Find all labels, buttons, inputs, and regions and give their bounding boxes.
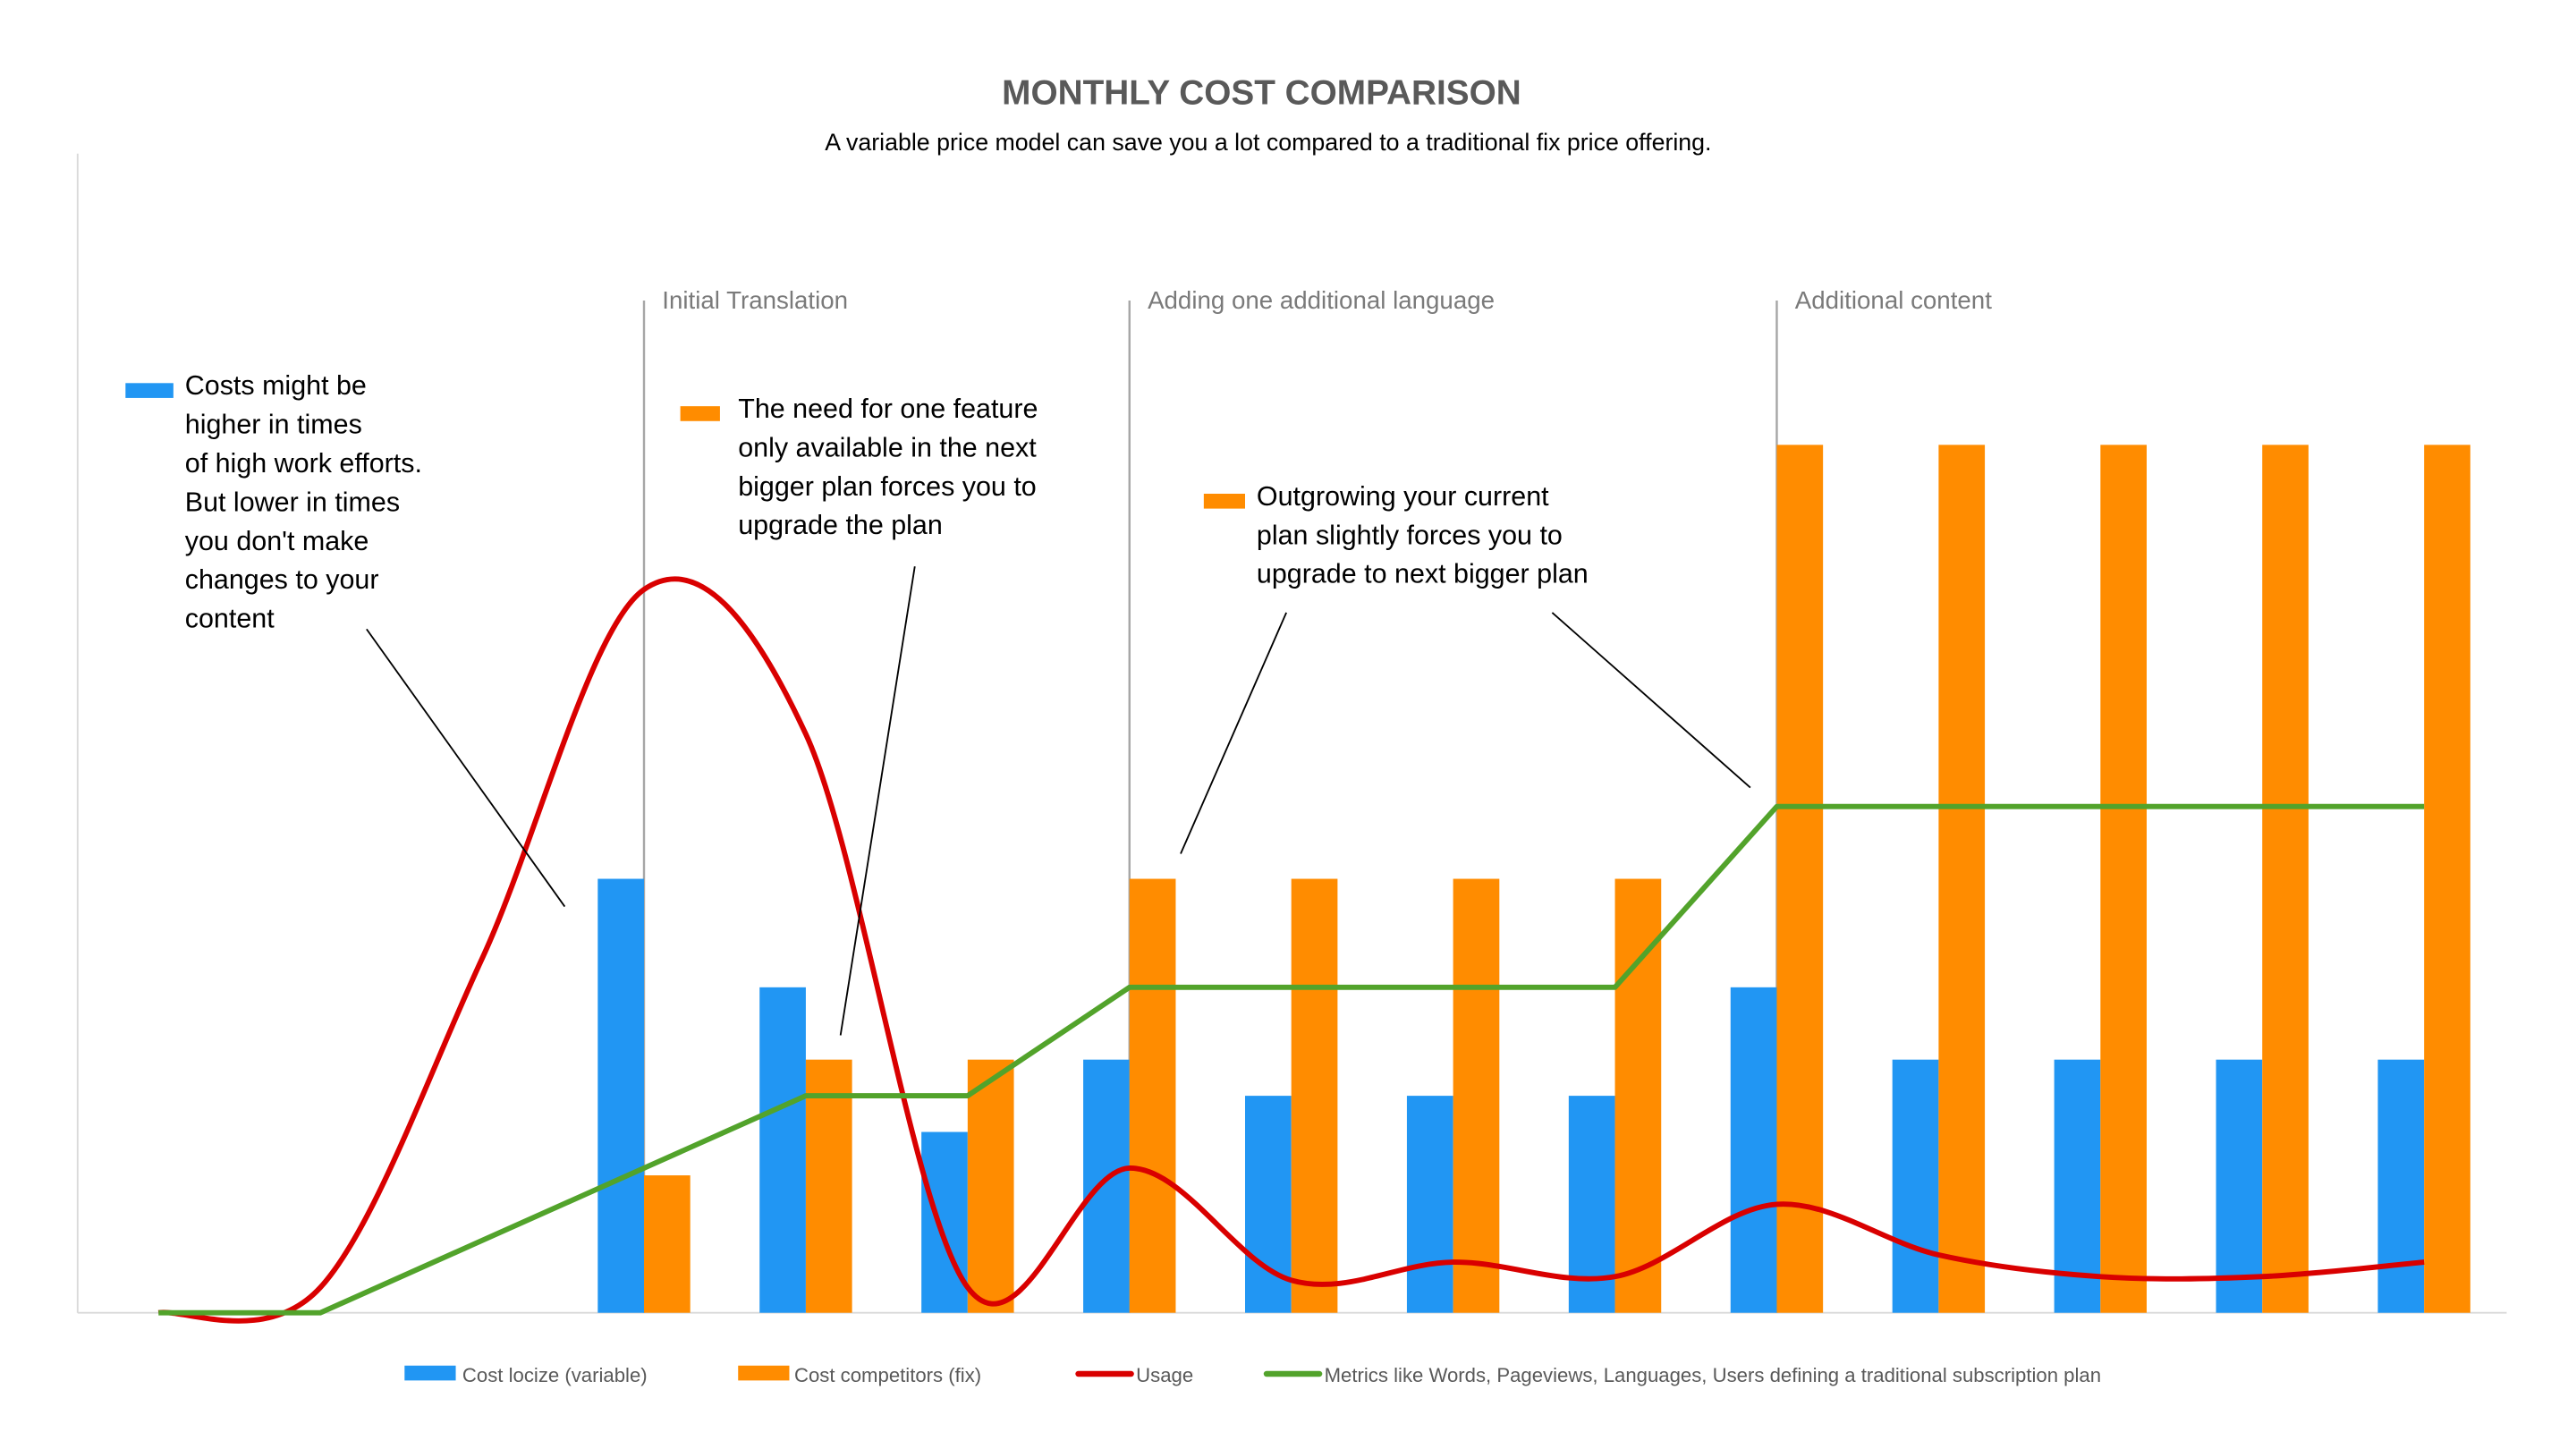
bar-competitors-9: [1453, 878, 1500, 1313]
metrics-line: [158, 803, 2425, 1316]
bar-competitors-12: [1938, 445, 1986, 1313]
bar-locize-15: [2377, 1059, 2425, 1313]
bars: [597, 445, 2470, 1313]
legend-label-locize: Cost locize (variable): [462, 1364, 648, 1386]
bar-locize-9: [1406, 1096, 1453, 1313]
legend-swatch-locize: [404, 1365, 456, 1381]
bar-competitors-11: [1776, 445, 1824, 1313]
legend-label-metrics: Metrics like Words, Pageviews, Languages…: [1325, 1364, 2101, 1386]
phase-marker-label: Adding one additional language: [1148, 286, 1495, 314]
bar-competitors-14: [2262, 445, 2309, 1313]
bar-competitors-13: [2100, 445, 2147, 1313]
bar-competitors-4: [644, 1175, 691, 1313]
bar-competitors-7: [1129, 878, 1176, 1313]
bar-locize-6: [921, 1131, 968, 1313]
legend-label-competitors: Cost competitors (fix): [794, 1364, 981, 1386]
annotation-pointer: [366, 628, 566, 908]
bar-locize-4: [597, 878, 644, 1313]
annotation-marker: [125, 383, 174, 398]
annotation-feature-upgrade: The need for one feature only available …: [680, 394, 1046, 1036]
bar-locize-7: [1083, 1059, 1130, 1313]
annotation-text: The need for one feature only available …: [738, 394, 1046, 540]
bar-locize-13: [2054, 1059, 2101, 1313]
annotation-marker: [680, 406, 720, 421]
legend: Cost locize (variable) Cost competitors …: [404, 1364, 2101, 1386]
bar-competitors-10: [1614, 878, 1662, 1313]
bar-locize-11: [1730, 987, 1777, 1313]
annotation-text: Outgrowing your current plan slightly fo…: [1257, 481, 1589, 589]
chart-title: MONTHLY COST COMPARISON: [1002, 73, 1521, 112]
bar-locize-14: [2216, 1059, 2263, 1313]
bar-competitors-15: [2424, 445, 2470, 1313]
annotation-text: Costs might be higher in times of high w…: [185, 370, 430, 633]
phase-marker-label: Additional content: [1795, 286, 1992, 314]
bar-competitors-8: [1291, 878, 1338, 1313]
phase-marker-label: Initial Translation: [662, 286, 848, 314]
bar-competitors-6: [967, 1059, 1014, 1313]
legend-label-usage: Usage: [1136, 1364, 1193, 1386]
series-lines: [157, 576, 2425, 1324]
annotation-blue: Costs might be higher in times of high w…: [125, 370, 566, 908]
chart-subtitle: A variable price model can save you a lo…: [825, 129, 1711, 156]
legend-swatch-competitors: [738, 1365, 790, 1381]
bar-competitors-5: [805, 1059, 852, 1313]
annotation-pointer: [1551, 612, 1751, 789]
annotation-pointer: [839, 566, 916, 1036]
usage-line: [157, 576, 2425, 1324]
annotation-pointer: [1180, 612, 1287, 854]
annotation-marker: [1203, 494, 1245, 509]
annotation-outgrowing: Outgrowing your current plan slightly fo…: [1180, 481, 1751, 854]
bar-locize-12: [1892, 1059, 1939, 1313]
bar-locize-5: [759, 987, 806, 1313]
